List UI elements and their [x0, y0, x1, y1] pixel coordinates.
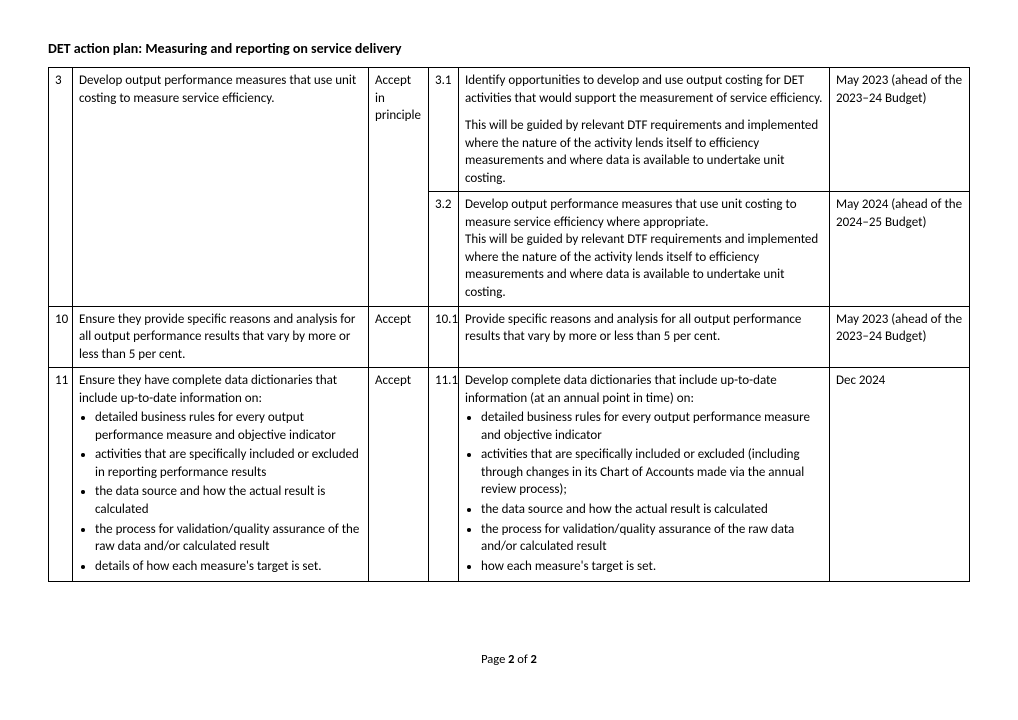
action-para: This will be guided by relevant DTF requ…	[465, 117, 823, 187]
action-number: 3.2	[429, 192, 459, 306]
table-row: 3 Develop output performance measures th…	[49, 68, 970, 192]
table-row: 11 Ensure they have complete data dictio…	[49, 368, 970, 582]
action-timeline: May 2023 (ahead of the 2023–24 Budget)	[830, 306, 970, 368]
list-item: the process for validation/quality assur…	[95, 521, 362, 556]
list-item: the data source and how the actual resul…	[481, 501, 823, 519]
list-item: detailed business rules for every output…	[95, 409, 362, 444]
action-para: Develop output performance measures that…	[465, 196, 823, 231]
action-text: Develop complete data dictionaries that …	[459, 368, 830, 582]
list-item: activities that are specifically include…	[481, 446, 823, 499]
action-timeline: May 2024 (ahead of the 2024–25 Budget)	[830, 192, 970, 306]
rec-number: 3	[49, 68, 73, 307]
action-text: Identify opportunities to develop and us…	[459, 68, 830, 192]
action-plan-table: 3 Develop output performance measures th…	[48, 67, 970, 582]
list-item: how each measure's target is set.	[481, 558, 823, 576]
list-item: the process for validation/quality assur…	[481, 521, 823, 556]
page-footer: Page 2 of 2	[48, 652, 970, 667]
rec-response: Accept	[369, 306, 429, 368]
action-para: This will be guided by relevant DTF requ…	[465, 231, 823, 301]
rec-text: Develop output performance measures that…	[73, 68, 369, 307]
table-row: 10 Ensure they provide specific reasons …	[49, 306, 970, 368]
list-item: activities that are specifically include…	[95, 446, 362, 481]
rec-number: 11	[49, 368, 73, 582]
action-para: Identify opportunities to develop and us…	[465, 72, 823, 107]
page-number-label: Page 2 of 2	[481, 652, 537, 667]
action-text: Provide specific reasons and analysis fo…	[459, 306, 830, 368]
action-lead: Develop complete data dictionaries that …	[465, 373, 777, 406]
page-title: DET action plan: Measuring and reporting…	[48, 40, 970, 57]
rec-text: Ensure they have complete data dictionar…	[73, 368, 369, 582]
list-item: the data source and how the actual resul…	[95, 483, 362, 518]
action-timeline: Dec 2024	[830, 368, 970, 582]
action-bullets: detailed business rules for every output…	[481, 409, 823, 575]
action-number: 10.1	[429, 306, 459, 368]
page-container: DET action plan: Measuring and reporting…	[0, 0, 1018, 667]
rec-bullets: detailed business rules for every output…	[95, 409, 362, 575]
list-item: detailed business rules for every output…	[481, 409, 823, 444]
rec-lead: Ensure they have complete data dictionar…	[79, 373, 337, 406]
rec-text: Ensure they provide specific reasons and…	[73, 306, 369, 368]
rec-response: Accept	[369, 368, 429, 582]
action-number: 3.1	[429, 68, 459, 192]
rec-response: Accept in principle	[369, 68, 429, 307]
rec-number: 10	[49, 306, 73, 368]
action-number: 11.1	[429, 368, 459, 582]
list-item: details of how each measure's target is …	[95, 558, 362, 576]
action-text: Develop output performance measures that…	[459, 192, 830, 306]
action-timeline: May 2023 (ahead of the 2023–24 Budget)	[830, 68, 970, 192]
